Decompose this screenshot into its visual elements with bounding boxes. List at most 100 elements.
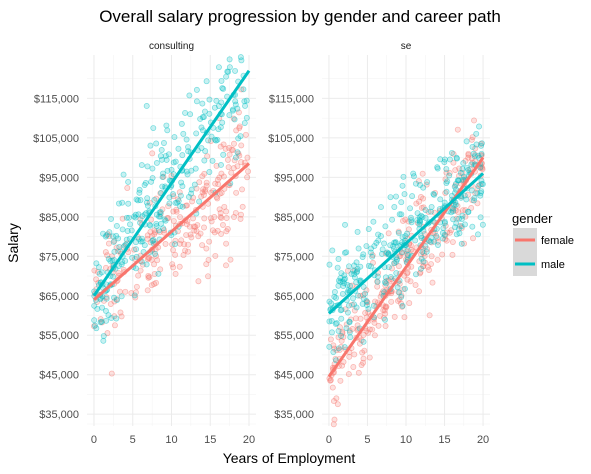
data-point-male: [333, 357, 339, 364]
data-point-male: [193, 98, 200, 105]
data-point-female: [360, 359, 367, 366]
data-point-male: [332, 320, 339, 327]
data-point-male: [191, 181, 198, 188]
data-point-male: [453, 186, 460, 193]
data-point-male: [398, 293, 405, 300]
data-point-female: [183, 232, 190, 238]
data-point-male: [398, 211, 405, 218]
data-point-male: [394, 284, 401, 291]
data-point-female: [172, 270, 179, 277]
data-point-female: [245, 168, 252, 175]
data-point-female: [107, 301, 114, 307]
data-point-female: [208, 218, 215, 225]
data-point-male: [379, 246, 386, 253]
trend-line-male: [92, 69, 251, 297]
data-point-male: [328, 329, 335, 336]
data-point-male: [339, 290, 346, 297]
data-point-female: [189, 198, 196, 205]
data-point-male: [159, 174, 166, 181]
y-tick-label: $45,000: [39, 370, 79, 382]
data-point-female: [389, 265, 395, 272]
data-point-male: [434, 164, 441, 171]
data-point-female: [345, 371, 352, 378]
data-point-female: [233, 189, 240, 196]
data-point-female: [459, 207, 466, 214]
data-point-male: [153, 140, 160, 147]
data-point-male: [171, 134, 178, 141]
data-point-male: [331, 289, 338, 295]
data-point-male: [441, 159, 448, 166]
data-point-male: [465, 208, 472, 215]
data-point-male: [179, 152, 186, 159]
data-point-male: [437, 196, 444, 203]
data-point-male: [241, 120, 248, 126]
data-point-female: [469, 134, 476, 141]
data-point-male: [108, 215, 115, 222]
data-point-male: [338, 270, 345, 277]
data-point-female: [191, 227, 198, 234]
y-tick-label: $85,000: [274, 212, 314, 224]
data-point-male: [381, 240, 387, 247]
data-point-male: [144, 195, 151, 202]
data-point-male: [463, 138, 470, 145]
data-point-female: [196, 179, 203, 186]
data-point-male: [370, 218, 377, 225]
data-point-male: [435, 242, 441, 248]
data-point-female: [359, 349, 366, 356]
data-point-female: [213, 162, 220, 169]
data-point-male: [103, 317, 110, 324]
data-point-male: [440, 225, 447, 232]
data-point-male: [474, 190, 481, 197]
data-point-male: [203, 78, 210, 85]
data-point-male: [148, 178, 155, 185]
data-point-male: [456, 230, 463, 237]
data-point-male: [371, 243, 378, 250]
data-point-male: [188, 186, 195, 193]
data-point-female: [217, 143, 224, 150]
data-point-male: [414, 210, 421, 217]
data-point-male: [378, 204, 384, 211]
x-tick-label: 20: [243, 434, 255, 446]
data-point-male: [240, 86, 247, 93]
data-point-male: [129, 254, 136, 261]
data-point-male: [382, 316, 388, 323]
data-point-female: [201, 224, 207, 231]
data-point-male: [125, 179, 132, 185]
legend-item-male: male: [513, 252, 565, 276]
data-point-female: [238, 142, 245, 149]
data-point-male: [393, 193, 399, 200]
data-point-female: [180, 252, 187, 259]
data-point-female: [173, 208, 180, 215]
legend-label-male: male: [541, 259, 565, 271]
data-point-male: [393, 270, 400, 276]
data-point-male: [119, 226, 126, 233]
data-point-male: [232, 98, 239, 105]
y-tick-label: $45,000: [274, 370, 314, 382]
data-point-female: [145, 254, 152, 261]
data-point-male: [455, 177, 462, 184]
data-point-female: [108, 370, 115, 377]
chart-title: Overall salary progression by gender and…: [99, 7, 501, 26]
data-point-female: [363, 328, 370, 334]
x-tick-label: 20: [477, 434, 489, 446]
data-point-male: [418, 255, 425, 262]
data-point-female: [213, 194, 220, 200]
data-point-female: [124, 185, 131, 191]
data-point-male: [218, 99, 225, 106]
data-point-female: [170, 218, 177, 224]
data-point-male: [113, 232, 120, 239]
data-point-male: [193, 130, 200, 137]
data-point-male: [363, 302, 370, 308]
x-tick-label: 10: [400, 434, 412, 446]
data-point-female: [194, 222, 201, 228]
data-point-male: [139, 213, 146, 220]
data-point-female: [419, 170, 426, 177]
data-point-female: [203, 182, 210, 189]
data-point-female: [218, 189, 225, 196]
data-point-female: [330, 421, 337, 428]
data-point-male: [354, 268, 361, 275]
x-tick-label: 0: [326, 434, 332, 446]
data-point-female: [439, 251, 446, 258]
data-point-male: [420, 184, 427, 191]
data-point-male: [178, 179, 185, 186]
